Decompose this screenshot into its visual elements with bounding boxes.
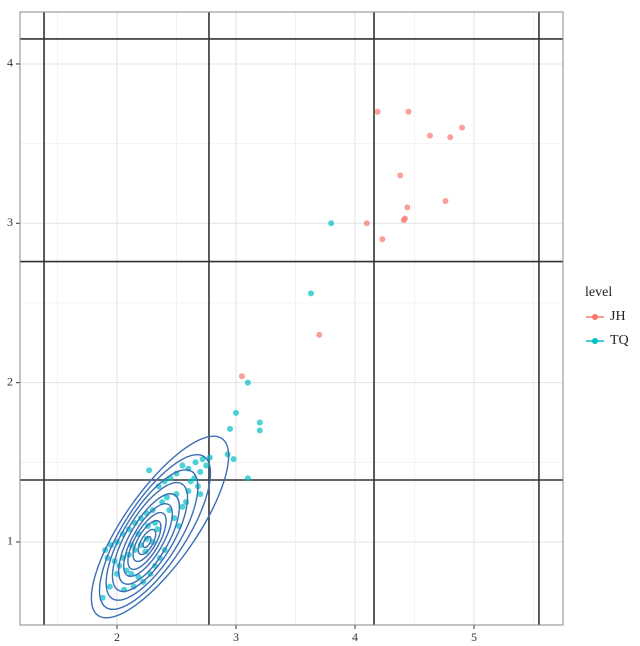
x-tick-label: 2 — [114, 630, 120, 644]
contour — [132, 519, 162, 563]
point — [244, 475, 251, 482]
legend-key — [592, 338, 598, 344]
contour — [105, 469, 199, 601]
point — [256, 427, 263, 434]
point — [404, 204, 411, 211]
point — [379, 236, 386, 243]
point — [397, 172, 404, 179]
legend-label: TQ — [610, 333, 629, 348]
point — [374, 108, 381, 115]
contour — [117, 493, 181, 585]
point — [232, 409, 239, 416]
point — [405, 108, 412, 115]
point — [128, 570, 135, 577]
contour — [137, 528, 157, 556]
contour — [90, 435, 230, 619]
point — [442, 197, 449, 204]
contour — [127, 511, 167, 571]
point — [166, 507, 173, 514]
point — [328, 220, 335, 227]
contour — [123, 503, 173, 577]
point — [447, 134, 454, 141]
point — [316, 331, 323, 338]
point — [459, 124, 466, 131]
point — [227, 425, 234, 432]
y-tick-label: 4 — [7, 56, 13, 70]
point — [99, 594, 106, 601]
y-tick-label: 2 — [7, 374, 13, 388]
point — [155, 483, 162, 490]
point — [187, 478, 194, 485]
legend-key — [592, 314, 598, 320]
point — [154, 526, 161, 533]
x-tick-label: 4 — [352, 630, 358, 644]
point — [146, 467, 153, 474]
contour — [142, 535, 152, 549]
point — [179, 462, 186, 469]
legend-title: level — [585, 285, 612, 300]
panel — [20, 12, 563, 625]
x-tick-label: 5 — [471, 630, 477, 644]
point — [256, 419, 263, 426]
point — [230, 456, 237, 463]
y-tick-label: 1 — [7, 534, 13, 548]
point — [238, 373, 245, 380]
point — [163, 494, 170, 501]
point — [197, 491, 204, 498]
point — [192, 459, 199, 466]
legend-label: JH — [610, 309, 626, 324]
point — [206, 454, 213, 461]
point — [197, 468, 204, 475]
point — [106, 583, 113, 590]
point — [199, 456, 206, 463]
density-contours — [90, 435, 230, 619]
panel-border — [19, 11, 564, 626]
point — [363, 220, 370, 227]
y-tick-label: 3 — [7, 215, 13, 229]
point — [400, 217, 407, 224]
point — [307, 290, 314, 297]
point — [179, 503, 186, 510]
point — [426, 132, 433, 139]
point — [203, 462, 210, 469]
contour — [98, 453, 212, 611]
x-tick-label: 3 — [233, 630, 239, 644]
point — [224, 451, 231, 458]
point — [244, 379, 251, 386]
contour — [111, 481, 189, 593]
